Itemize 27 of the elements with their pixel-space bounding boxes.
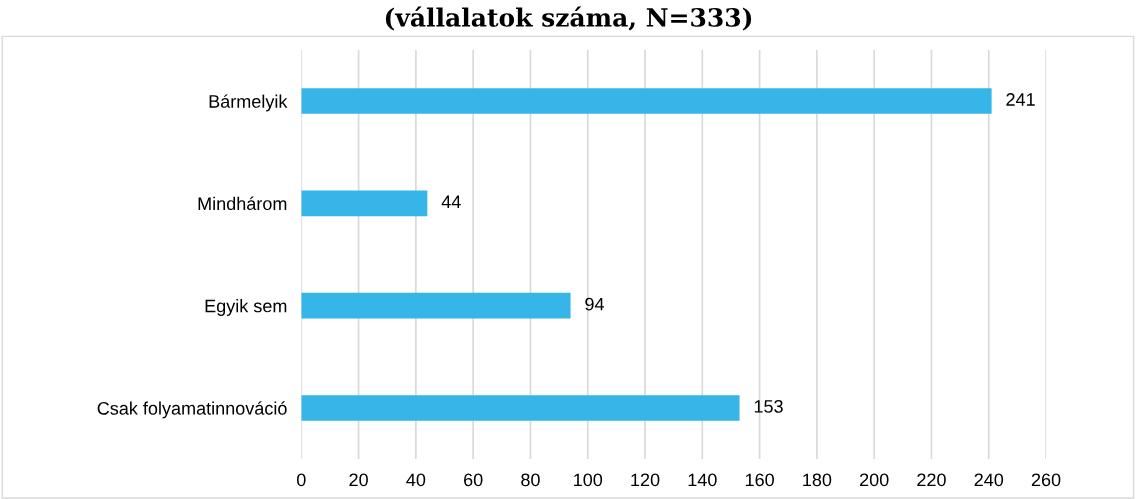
bar (301, 190, 428, 217)
x-tick-label: 200 (860, 473, 889, 487)
x-tick-label: 240 (974, 473, 1004, 487)
y-tick-label: Bármelyik (209, 94, 288, 112)
data-label: 241 (1006, 93, 1035, 106)
y-tick-label: Mindhárom (198, 196, 287, 211)
data-label: 153 (754, 399, 783, 413)
chart-title: (vállalatok száma, N=333) (385, 6, 752, 31)
x-tick-label: 120 (631, 473, 660, 487)
x-tick-label: 60 (464, 473, 483, 487)
x-tick-label: 0 (296, 473, 306, 487)
x-tick-label: 160 (745, 473, 774, 487)
x-tick-label: 100 (574, 473, 603, 487)
bar (301, 395, 740, 421)
x-tick-label: 80 (521, 473, 540, 487)
x-tick-label: 20 (349, 473, 368, 487)
y-tick-label: Egyik sem (205, 299, 287, 316)
x-tick-label: 220 (917, 473, 946, 487)
x-tick-label: 40 (406, 473, 426, 487)
bar (301, 292, 571, 319)
data-label: 94 (585, 297, 604, 311)
x-tick-label: 180 (803, 473, 832, 487)
data-label: 44 (441, 195, 461, 209)
x-tick-label: 140 (688, 473, 717, 487)
y-tick-label: Csak folyamatinnováció (97, 401, 287, 419)
bar (301, 88, 992, 114)
x-tick-label: 260 (1031, 473, 1061, 487)
